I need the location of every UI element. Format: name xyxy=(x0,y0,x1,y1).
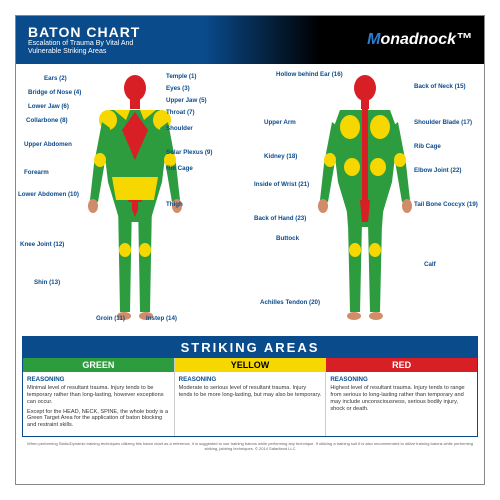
striking-col-head: YELLOW xyxy=(175,358,326,372)
label-upper-jaw-5-: Upper Jaw (5) xyxy=(166,98,207,104)
header-bar: BATON CHART Escalation of Trauma By Vita… xyxy=(16,16,484,64)
title-block: BATON CHART Escalation of Trauma By Vita… xyxy=(28,24,168,55)
chart-subtitle: Escalation of Trauma By Vital And Vulner… xyxy=(28,40,168,55)
label-thigh: Thigh xyxy=(166,202,183,208)
footer-text: When performing Static/Dynamic training … xyxy=(16,439,484,453)
striking-col-body: REASONING Highest level of resultant trau… xyxy=(326,372,477,419)
brand-logo: Monadnock™ xyxy=(367,31,472,49)
label-collarbone-8-: Collarbone (8) xyxy=(26,118,68,124)
label-upper-arm: Upper Arm xyxy=(264,120,296,126)
label-temple-1-: Temple (1) xyxy=(166,74,196,80)
baton-chart-sheet: BATON CHART Escalation of Trauma By Vita… xyxy=(15,15,485,485)
label-eyes-3-: Eyes (3) xyxy=(166,86,190,92)
label-instep-14-: Instep (14) xyxy=(146,316,177,322)
label-groin-11-: Groin (11) xyxy=(96,316,125,322)
label-elbow-joint-22-: Elbow Joint (22) xyxy=(414,168,461,174)
label-throat-7-: Throat (7) xyxy=(166,110,195,116)
label-back-of-hand-23-: Back of Hand (23) xyxy=(254,216,306,222)
brand-tm: ™ xyxy=(456,31,472,48)
label-forearm: Forearm xyxy=(24,170,49,176)
label-ears-2-: Ears (2) xyxy=(44,76,67,82)
reasoning-p1: Highest level of resultant trauma. Injur… xyxy=(330,385,473,412)
striking-col-head: GREEN xyxy=(23,358,174,372)
striking-col-green: GREEN REASONING Minimal level of resultant… xyxy=(23,358,175,436)
label-inside-of-wrist-21-: Inside of Wrist (21) xyxy=(254,182,309,188)
label-rib-cage: Rib Cage xyxy=(166,166,193,172)
chart-title: BATON CHART xyxy=(28,24,168,40)
striking-title: STRIKING AREAS xyxy=(23,337,477,358)
label-lower-jaw-6-: Lower Jaw (6) xyxy=(28,104,69,110)
striking-col-head: RED xyxy=(326,358,477,372)
striking-columns: GREEN REASONING Minimal level of resultant… xyxy=(23,358,477,436)
striking-col-body: REASONING Moderate to serious level of re… xyxy=(175,372,326,406)
label-rib-cage: Rib Cage xyxy=(414,144,441,150)
reasoning-p1: Moderate to serious level of resultant t… xyxy=(179,385,322,398)
brand-rest: onadnock xyxy=(380,31,456,48)
label-back-of-neck-15-: Back of Neck (15) xyxy=(414,84,466,90)
label-shoulder: Shoulder xyxy=(166,126,193,132)
label-tail-bone-coccyx-19-: Tail Bone Coccyx (19) xyxy=(414,202,478,208)
label-knee-joint-12-: Knee Joint (12) xyxy=(20,242,64,248)
label-shoulder-blade-17-: Shoulder Blade (17) xyxy=(414,120,472,126)
label-kidney-18-: Kidney (18) xyxy=(264,154,297,160)
label-solar-plexus-9-: Solar Plexus (9) xyxy=(166,150,212,156)
label-layer: Ears (2) Temple (1) Bridge of Nose (4) Eyes… xyxy=(16,64,484,334)
brand-m: M xyxy=(367,31,380,48)
label-lower-abdomen-10-: Lower Abdomen (10) xyxy=(18,192,79,198)
label-achilles-tendon-20-: Achilles Tendon (20) xyxy=(260,300,320,306)
label-buttock: Buttock xyxy=(276,236,299,242)
label-bridge-of-nose-4-: Bridge of Nose (4) xyxy=(28,90,81,96)
reasoning-label: REASONING xyxy=(330,376,473,383)
label-calf: Calf xyxy=(424,262,436,268)
label-shin-13-: Shin (13) xyxy=(34,280,60,286)
striking-areas-panel: STRIKING AREAS GREEN REASONING Minimal lev… xyxy=(22,336,478,437)
reasoning-label: REASONING xyxy=(27,376,170,383)
label-hollow-behind-ear-16-: Hollow behind Ear (16) xyxy=(276,72,343,78)
striking-col-red: RED REASONING Highest level of resultant t… xyxy=(326,358,477,436)
striking-col-body: REASONING Minimal level of resultant trau… xyxy=(23,372,174,436)
striking-col-yellow: YELLOW REASONING Moderate to serious level… xyxy=(175,358,327,436)
reasoning-p1: Minimal level of resultant trauma. Injur… xyxy=(27,385,170,405)
reasoning-label: REASONING xyxy=(179,376,322,383)
reasoning-p2: Except for the HEAD, NECK, SPINE, the wh… xyxy=(27,409,170,429)
label-upper-abdomen: Upper Abdomen xyxy=(24,142,72,148)
